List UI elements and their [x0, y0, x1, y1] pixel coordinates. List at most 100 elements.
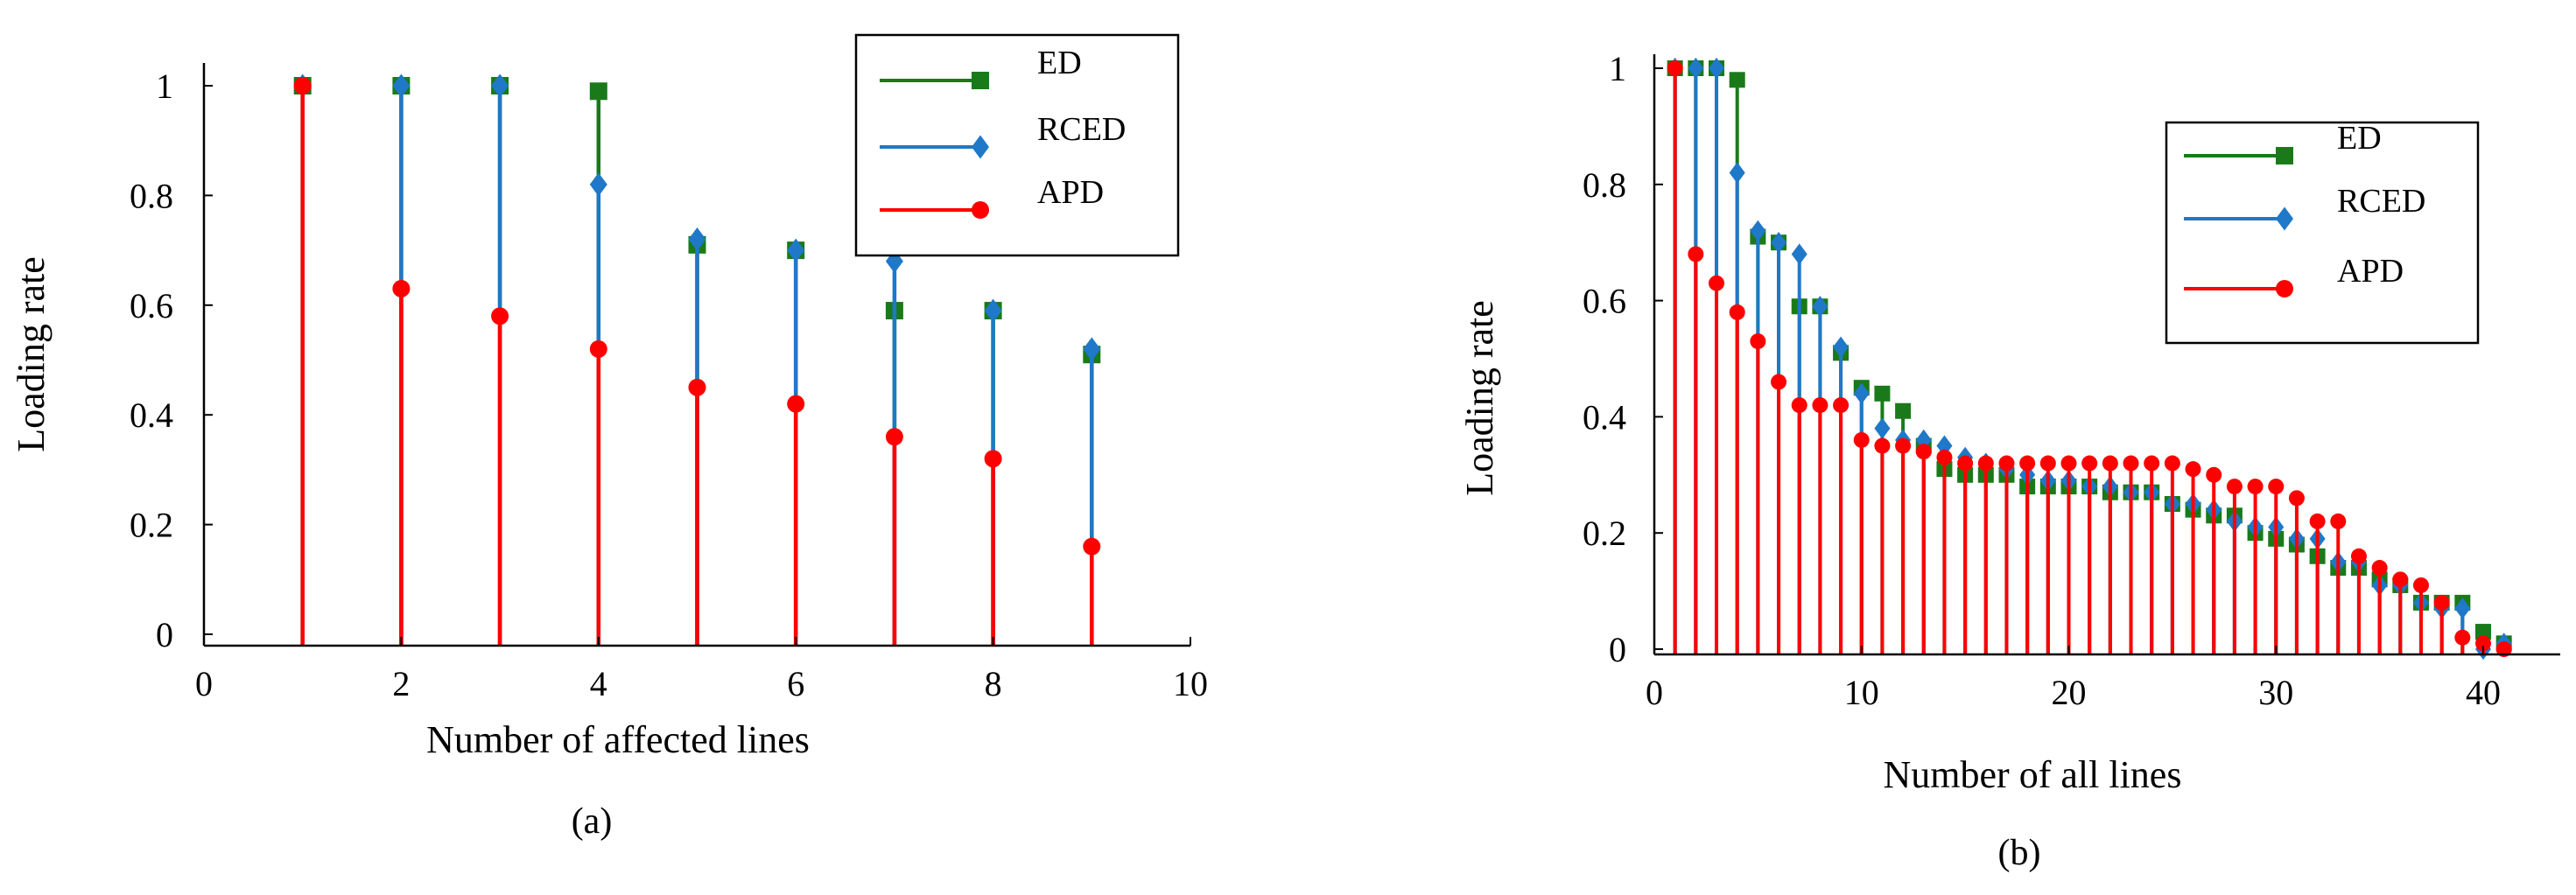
- panel-b-legend-marker-rced: [2276, 206, 2293, 231]
- panel-b-rced-point: [2454, 598, 2471, 619]
- panel-b-apd-point: [2288, 490, 2305, 507]
- panel-a-legend: ED RCED APD: [854, 33, 1180, 257]
- panel-a-apd-point: [392, 279, 411, 297]
- panel-a-x-tick-label: 4: [590, 664, 607, 703]
- panel-a-rced-point: [491, 73, 509, 98]
- panel-a-apd-point: [688, 378, 706, 396]
- panel-a-x-label: Number of affected lines: [426, 718, 810, 761]
- panel-a-ed-point: [589, 82, 607, 101]
- panel-b-apd-point: [1812, 397, 1828, 414]
- panel-b-legend-label-rced: RCED: [2337, 183, 2425, 220]
- panel-b-y-tick-label: 0.4: [1583, 397, 1626, 437]
- panel-b-apd-point: [1853, 431, 1870, 448]
- panel-a-legend-label-ed: ED: [1037, 45, 1082, 81]
- panel-b-apd-point: [1667, 60, 1683, 76]
- panel-b-rced-point: [1771, 232, 1787, 254]
- panel-b-y-tick-label: 0.6: [1583, 282, 1626, 321]
- panel-b-apd-point: [2247, 479, 2264, 495]
- panel-a-data: [293, 73, 1101, 646]
- panel-a-legend-marker-ed: [972, 72, 989, 89]
- panel-a-apd-point: [491, 307, 509, 325]
- panel-b-legend-box: [2165, 121, 2480, 345]
- panel-b-y-tick-label: 0.8: [1583, 165, 1626, 205]
- panel-b-rced-point: [1709, 57, 1725, 80]
- panel-b-apd-point: [1709, 275, 1725, 291]
- panel-a-legend-marker-apd: [972, 201, 989, 219]
- panel-b-apd-point: [2019, 455, 2036, 472]
- panel-b-legend-label-apd: APD: [2337, 253, 2404, 290]
- panel-b-apd-point: [2454, 629, 2471, 646]
- panel-a-rced-point: [787, 238, 805, 262]
- panel-b-legend: ED RCED APD: [2165, 120, 2480, 345]
- panel-b-rced-point: [1791, 243, 1807, 265]
- panel-b-rced-point: [1729, 162, 1745, 184]
- panel-b-apd-point: [1688, 246, 1704, 262]
- panel-b-apd-point: [2495, 641, 2512, 657]
- panel-b-apd-point: [2144, 455, 2160, 472]
- panel-b-apd-point: [2268, 479, 2285, 495]
- panel-b-apd-point: [1771, 374, 1787, 390]
- panel-b-apd-point: [2226, 479, 2243, 495]
- panel-a-rced-point: [1083, 337, 1101, 361]
- panel-b-apd-point: [2164, 455, 2180, 472]
- panel-b-apd-point: [2060, 455, 2077, 472]
- panel-b-apd-point: [1936, 449, 1953, 465]
- panel-b-x-label: Number of all lines: [1884, 753, 2182, 796]
- panel-a-series-apd: [293, 77, 1101, 646]
- panel-b-apd-point: [1977, 455, 1994, 472]
- panel-a-rced-point: [589, 172, 607, 197]
- panel-b-x-tick-label: 40: [2466, 673, 2501, 712]
- panel-b-apd-point: [2081, 455, 2098, 472]
- panel-a-x-tick-label: 6: [787, 664, 804, 703]
- panel-b-apd-point: [2185, 461, 2201, 478]
- panel-b-ticks: 0 10 20 30 40 0 0.2 0.4 0.6 0.8 1: [1583, 49, 2501, 712]
- panel-a-legend-label-rced: RCED: [1037, 111, 1126, 148]
- panel-b-rced-point: [1688, 57, 1704, 80]
- panel-a-y-tick-label: 0.4: [130, 395, 173, 435]
- panel-b-apd-point: [2123, 455, 2139, 472]
- panel-b-apd-point: [1791, 397, 1807, 414]
- panel-a-apd-point: [984, 450, 1002, 468]
- panel-b-apd-point: [2206, 466, 2222, 483]
- panel-a-y-label: Loading rate: [10, 256, 53, 452]
- panel-b-ed-point: [1895, 402, 1912, 419]
- panel-b-ed-point: [2475, 624, 2491, 640]
- panel-b-data: [1667, 57, 2512, 661]
- panel-a-x-tick-label: 10: [1173, 664, 1208, 703]
- panel-b-caption: (b): [1998, 833, 2041, 873]
- panel-b-apd-point: [2475, 635, 2491, 652]
- panel-b-apd-point: [1915, 444, 1932, 460]
- panel-b-apd-point: [1895, 437, 1912, 454]
- panel-b-x-tick-label: 10: [1844, 673, 1879, 712]
- panel-a-rced-point: [392, 73, 411, 98]
- panel-b-rced-point: [1874, 417, 1891, 439]
- panel-b-apd-point: [2350, 548, 2367, 564]
- panel-a-y-tick-label: 0: [156, 615, 173, 654]
- panel-b-x-tick-label: 30: [2258, 673, 2293, 712]
- panel-b-y-tick-label: 0.2: [1583, 514, 1626, 553]
- panel-a-x-tick-label: 0: [195, 664, 213, 703]
- panel-b-apd-point: [1729, 304, 1745, 320]
- panel-b-apd-point: [2330, 513, 2347, 529]
- panel-a-y-tick-label: 0.6: [130, 286, 173, 325]
- panel-b-apd-point: [1874, 437, 1891, 454]
- panel-a-apd-point: [1083, 537, 1101, 556]
- panel-b-apd-point: [2412, 577, 2429, 593]
- panel-b-rced-point: [1853, 382, 1870, 404]
- panel-b-series-apd: [1667, 60, 2512, 657]
- panel-a-apd-point: [787, 395, 805, 413]
- panel-b-apd-point: [2309, 513, 2326, 529]
- panel-a-apd-point: [293, 77, 312, 94]
- panel-a-ticks: 0 2 4 6 8 10 0 0.2 0.4 0.6 0.8 1: [130, 66, 1208, 703]
- panel-b-rced-point: [1750, 220, 1766, 242]
- panel-a-rced-point: [688, 227, 706, 252]
- panel-b-apd-point: [1750, 333, 1766, 350]
- panel-b-y-tick-label: 0: [1609, 630, 1626, 669]
- panel-b-y-label: Loading rate: [1458, 300, 1501, 496]
- panel-b-legend-label-ed: ED: [2337, 120, 2382, 157]
- panel-a-y-tick-label: 0.8: [130, 176, 173, 215]
- panel-b-legend-marker-ed: [2276, 147, 2293, 164]
- panel-a-legend-label-apd: APD: [1037, 174, 1104, 211]
- panel-b-ed-point: [1729, 72, 1745, 88]
